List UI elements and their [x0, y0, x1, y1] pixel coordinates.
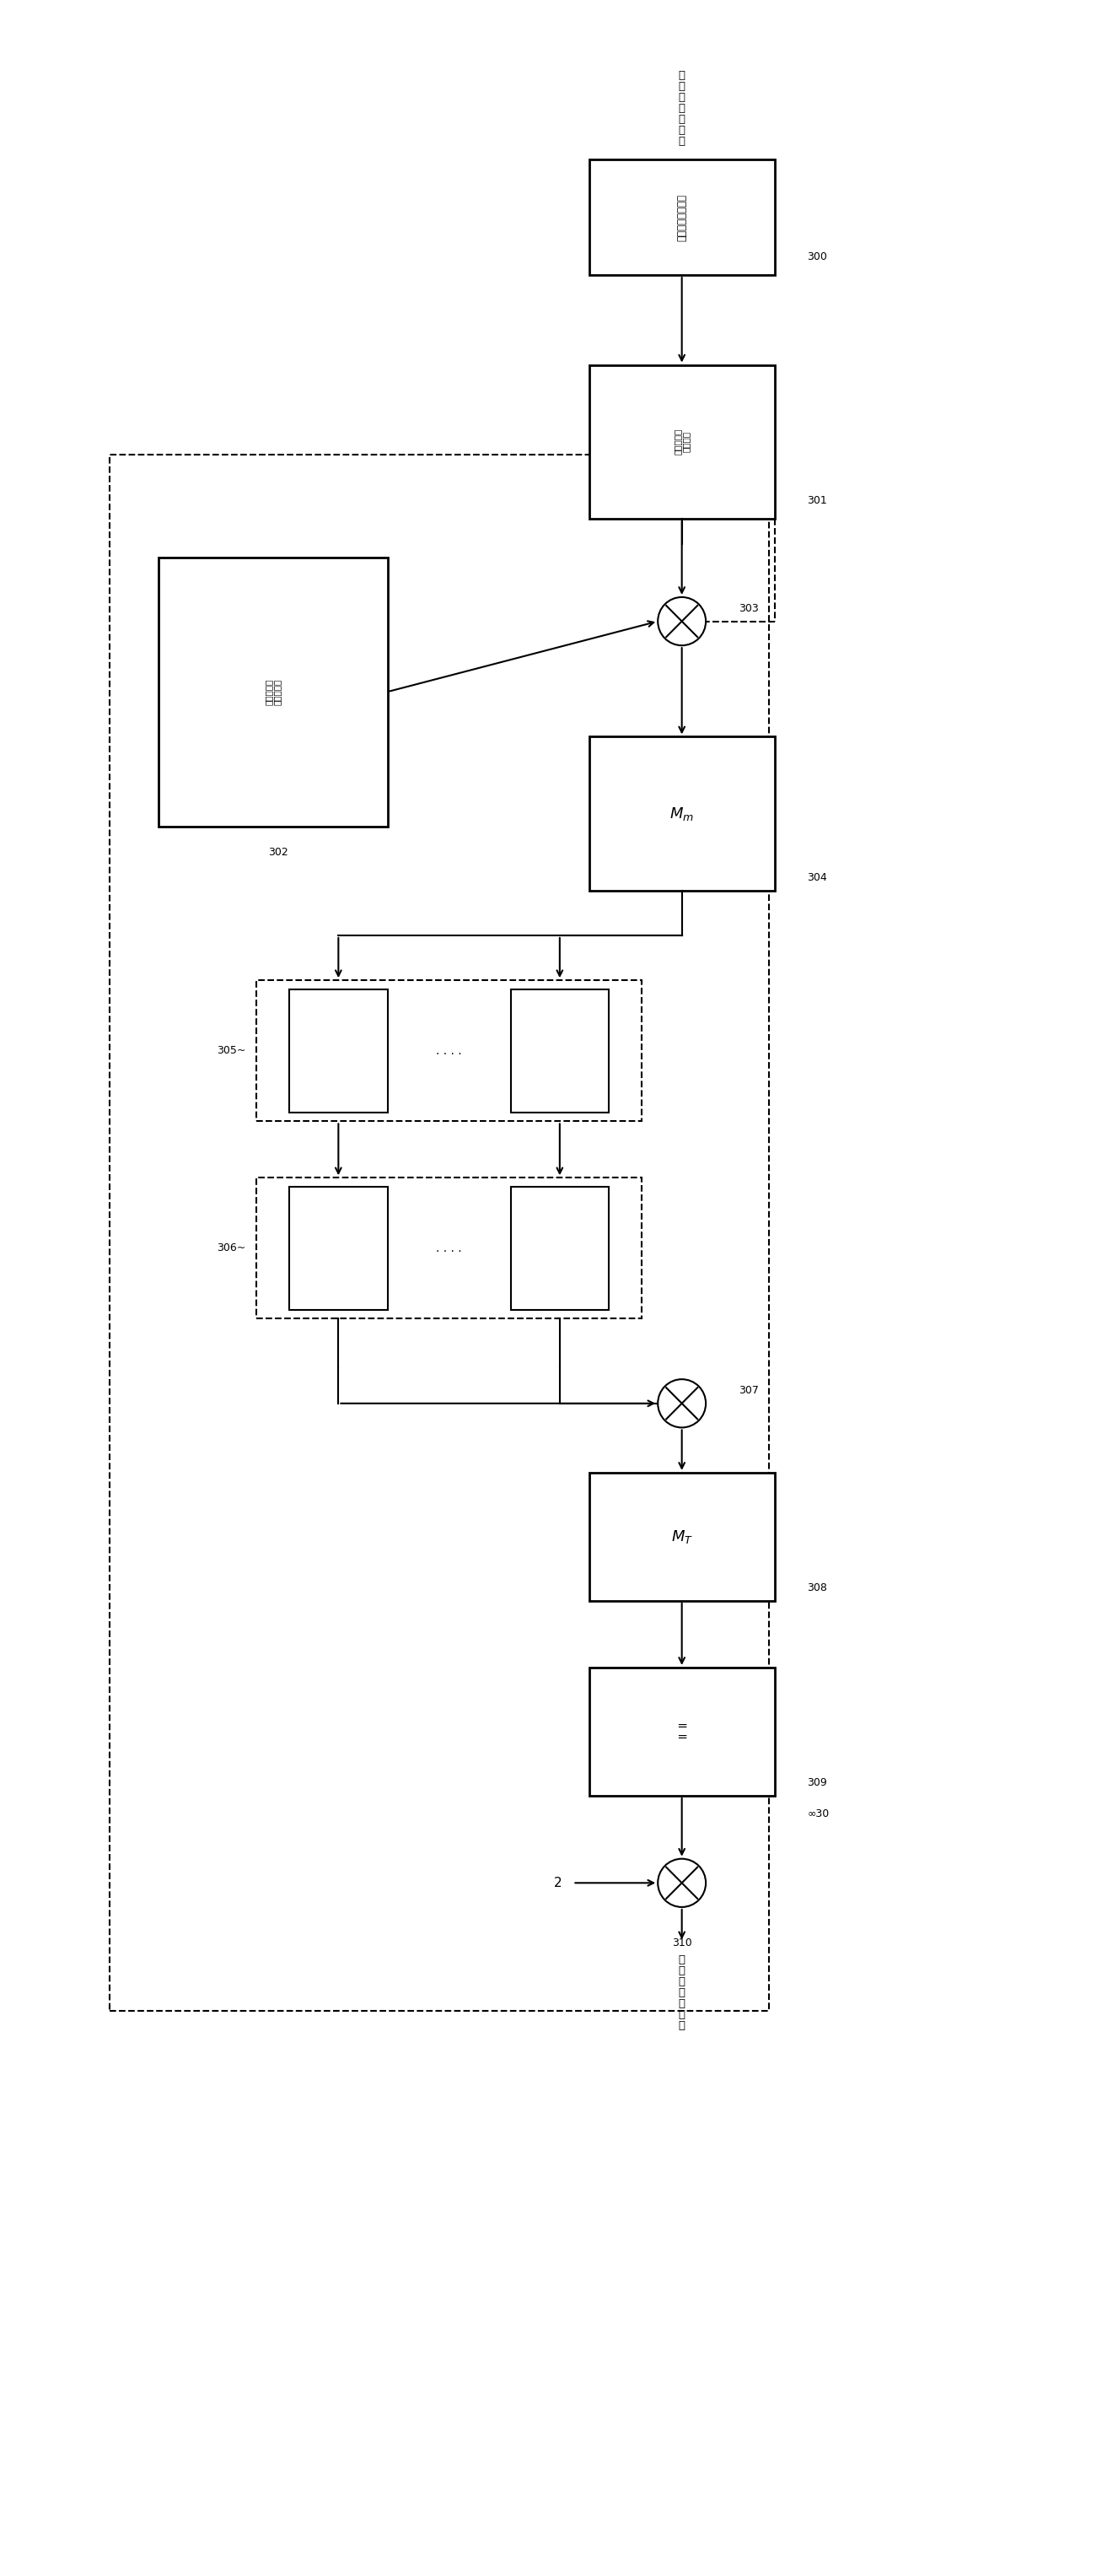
Text: (÷): (÷)	[334, 1242, 343, 1257]
FancyBboxPatch shape	[510, 1188, 608, 1309]
Text: T: T	[554, 1048, 565, 1054]
FancyBboxPatch shape	[590, 1473, 775, 1600]
Ellipse shape	[658, 1860, 705, 1906]
Text: 입
력
수
신
이
미
지: 입 력 수 신 이 미 지	[679, 70, 685, 147]
Text: nT: nT	[333, 1043, 344, 1056]
Text: 시배데이터
비교분석: 시배데이터 비교분석	[673, 428, 691, 456]
FancyBboxPatch shape	[590, 366, 775, 518]
Text: 2: 2	[554, 1875, 562, 1888]
Text: 310: 310	[672, 1937, 692, 1950]
Text: 308: 308	[808, 1582, 828, 1592]
Text: 306~: 306~	[217, 1242, 246, 1255]
Text: ═
═: ═ ═	[678, 1718, 685, 1744]
Text: 영상프리프로세싱: 영상프리프로세싱	[677, 193, 688, 242]
FancyBboxPatch shape	[590, 737, 775, 891]
Text: . . . .: . . . .	[436, 1046, 462, 1056]
Ellipse shape	[658, 1378, 705, 1427]
Text: $M_m$: $M_m$	[670, 806, 694, 822]
Text: (÷): (÷)	[555, 1242, 564, 1257]
Ellipse shape	[658, 598, 705, 647]
Text: 301: 301	[808, 495, 828, 505]
FancyBboxPatch shape	[590, 160, 775, 276]
Text: 출
력
수
신
이
미
지: 출 력 수 신 이 미 지	[679, 1955, 685, 2032]
FancyBboxPatch shape	[510, 989, 608, 1113]
Text: $M_T$: $M_T$	[671, 1528, 693, 1546]
Text: . . . .: . . . .	[436, 1242, 462, 1255]
FancyBboxPatch shape	[290, 1188, 388, 1309]
Text: 304: 304	[808, 871, 828, 884]
Text: 시간스케일
산정비교부: 시간스케일 산정비교부	[264, 677, 282, 706]
Text: 307: 307	[738, 1386, 758, 1396]
Text: 305~: 305~	[217, 1046, 246, 1056]
Text: 303: 303	[738, 603, 758, 613]
Text: ∞30: ∞30	[808, 1808, 830, 1819]
Text: 302: 302	[269, 848, 289, 858]
Text: 309: 309	[808, 1777, 828, 1788]
FancyBboxPatch shape	[159, 556, 388, 827]
FancyBboxPatch shape	[290, 989, 388, 1113]
FancyBboxPatch shape	[590, 1667, 775, 1795]
Text: 300: 300	[808, 252, 828, 263]
